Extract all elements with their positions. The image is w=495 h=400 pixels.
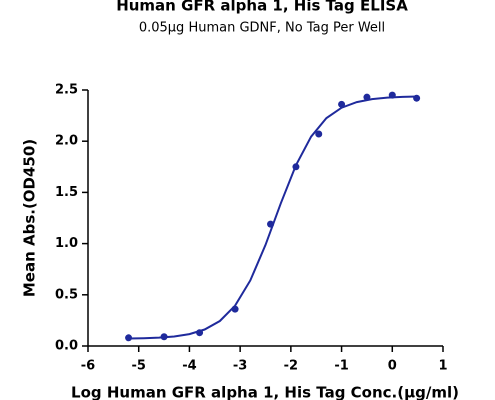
data-point [388, 91, 396, 99]
y-tick-label: 0.0 [55, 339, 78, 354]
data-point [267, 220, 275, 228]
data-point [125, 334, 133, 342]
data-point [231, 305, 239, 313]
y-tick-label: 2.5 [55, 83, 78, 98]
data-point [315, 130, 323, 138]
chart-subtitle: 0.05µg Human GDNF, No Tag Per Well [139, 21, 385, 36]
y-axis-label: Mean Abs.(OD450) [21, 139, 39, 297]
x-tick-label: 1 [438, 359, 447, 374]
data-point [292, 163, 300, 171]
data-point [338, 100, 346, 108]
x-tick-label: 0 [388, 359, 397, 374]
data-point [196, 329, 204, 337]
data-point [413, 94, 421, 102]
data-point [363, 93, 371, 101]
y-tick-label: 0.5 [55, 287, 78, 302]
y-tick-label: 2.0 [55, 134, 78, 149]
x-tick-label: -1 [334, 359, 348, 374]
y-tick-label: 1.5 [55, 185, 78, 200]
chart-title: Human GFR alpha 1, His Tag ELISA [116, 0, 408, 15]
x-tick-label: -3 [233, 359, 247, 374]
x-axis-label: Log Human GFR alpha 1, His Tag Conc.(µg/… [71, 384, 459, 400]
x-tick-label: -2 [284, 359, 298, 374]
fit-curve [128, 95, 418, 340]
data-point [160, 333, 168, 341]
x-tick-label: -4 [182, 359, 196, 374]
y-tick-label: 1.0 [55, 236, 78, 251]
x-tick-label: -5 [131, 359, 145, 374]
x-tick-label: -6 [81, 359, 95, 374]
